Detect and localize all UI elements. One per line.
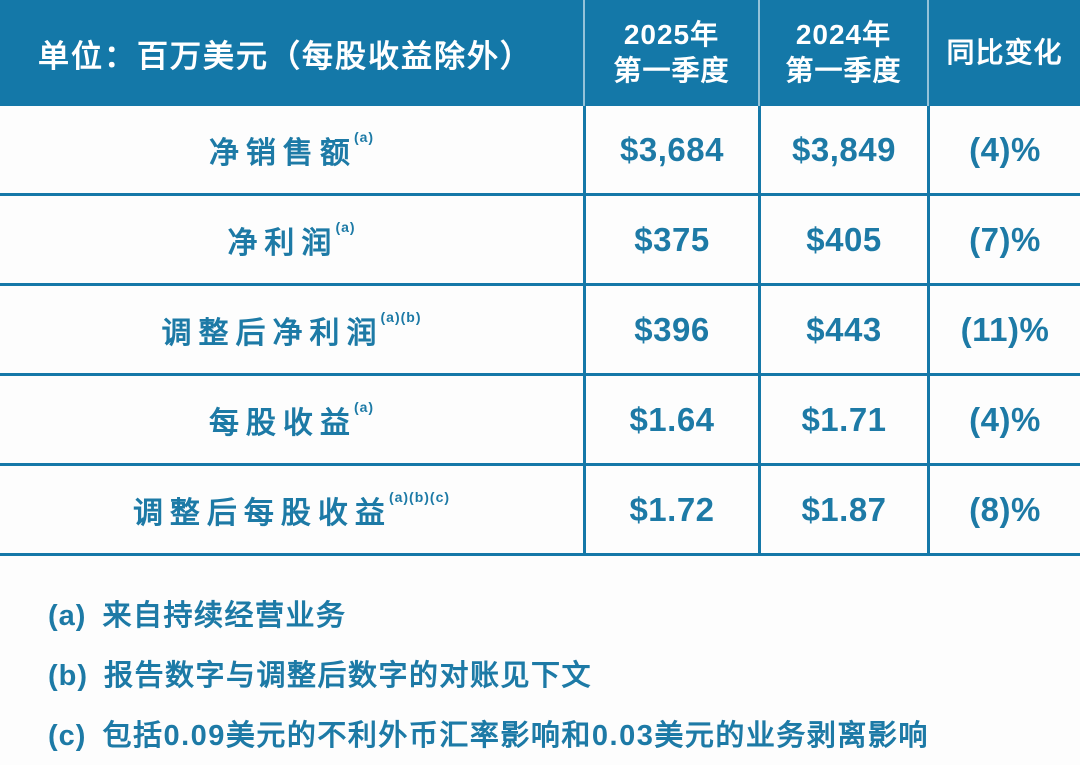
metric-label-cell: 调整后每股收益 (a)(b)(c) bbox=[0, 466, 583, 553]
value-q1-2024: $443 bbox=[758, 286, 927, 373]
footnotes-section: (a) 来自持续经营业务 (b) 报告数字与调整后数字的对账见下文 (c) 包括… bbox=[48, 592, 1080, 754]
table-row-net-income: 净利润 (a) $375 $405 (7)% bbox=[0, 196, 1080, 286]
footnote-marker: (a)(b) bbox=[380, 308, 422, 325]
table-row-adjusted-net-income: 调整后净利润 (a)(b) $396 $443 (11)% bbox=[0, 286, 1080, 376]
table-row-adjusted-eps: 调整后每股收益 (a)(b)(c) $1.72 $1.87 (8)% bbox=[0, 466, 1080, 556]
value-q1-2025: $1.72 bbox=[583, 466, 758, 553]
column-header-yoy: 同比变化 bbox=[927, 0, 1080, 106]
footnote-c-text: 包括0.09美元的不利外币汇率影响和0.03美元的业务剥离影响 bbox=[102, 720, 929, 752]
footnote-b: (b) 报告数字与调整后数字的对账见下文 bbox=[48, 652, 1080, 694]
value-q1-2024: $1.71 bbox=[758, 376, 927, 463]
value-q1-2025: $375 bbox=[583, 196, 758, 283]
footnote-c-marker: (c) bbox=[48, 720, 87, 752]
metric-label-cell: 净利润 (a) bbox=[0, 196, 583, 283]
value-q1-2025: $1.64 bbox=[583, 376, 758, 463]
metric-label: 每股收益 bbox=[208, 406, 357, 440]
column-header-q1-2024: 2024年 第一季度 bbox=[758, 0, 927, 106]
metric-label: 调整后每股收益 bbox=[132, 496, 392, 530]
metric-label: 净销售额 bbox=[208, 136, 357, 170]
footnote-a-marker: (a) bbox=[48, 600, 87, 632]
value-yoy-change: (7)% bbox=[927, 196, 1080, 283]
footnote-c: (c) 包括0.09美元的不利外币汇率影响和0.03美元的业务剥离影响 bbox=[48, 712, 1080, 754]
value-q1-2024: $405 bbox=[758, 196, 927, 283]
footnote-marker: (a)(b)(c) bbox=[388, 488, 451, 505]
metric-label: 净利润 bbox=[227, 226, 339, 260]
value-q1-2024: $1.87 bbox=[758, 466, 927, 553]
metric-label-cell: 调整后净利润 (a)(b) bbox=[0, 286, 583, 373]
metric-label: 调整后净利润 bbox=[161, 316, 384, 350]
value-q1-2024: $3,849 bbox=[758, 106, 927, 193]
footnote-b-marker: (b) bbox=[48, 660, 89, 692]
footnote-marker: (a) bbox=[353, 128, 375, 145]
metric-label-cell: 每股收益 (a) bbox=[0, 376, 583, 463]
unit-label: 单位：百万美元（每股收益除外） bbox=[38, 38, 533, 74]
column-header-q1-2025: 2025年 第一季度 bbox=[583, 0, 758, 106]
value-q1-2025: $396 bbox=[583, 286, 758, 373]
value-q1-2025: $3,684 bbox=[583, 106, 758, 193]
financial-results-table: 单位：百万美元（每股收益除外） 2025年 第一季度 2024年 第一季度 同比… bbox=[0, 0, 1080, 556]
value-yoy-change: (8)% bbox=[927, 466, 1080, 553]
value-yoy-change: (4)% bbox=[927, 106, 1080, 193]
table-row-eps: 每股收益 (a) $1.64 $1.71 (4)% bbox=[0, 376, 1080, 466]
table-header-row: 单位：百万美元（每股收益除外） 2025年 第一季度 2024年 第一季度 同比… bbox=[0, 0, 1080, 106]
value-yoy-change: (11)% bbox=[927, 286, 1080, 373]
footnote-marker: (a) bbox=[335, 218, 356, 235]
footnote-b-text: 报告数字与调整后数字的对账见下文 bbox=[104, 660, 593, 692]
footnote-a-text: 来自持续经营业务 bbox=[102, 600, 347, 632]
footnote-a: (a) 来自持续经营业务 bbox=[48, 592, 1080, 634]
metric-label-cell: 净销售额 (a) bbox=[0, 106, 583, 193]
table-row-net-sales: 净销售额 (a) $3,684 $3,849 (4)% bbox=[0, 106, 1080, 196]
footnote-marker: (a) bbox=[353, 398, 375, 415]
value-yoy-change: (4)% bbox=[927, 376, 1080, 463]
